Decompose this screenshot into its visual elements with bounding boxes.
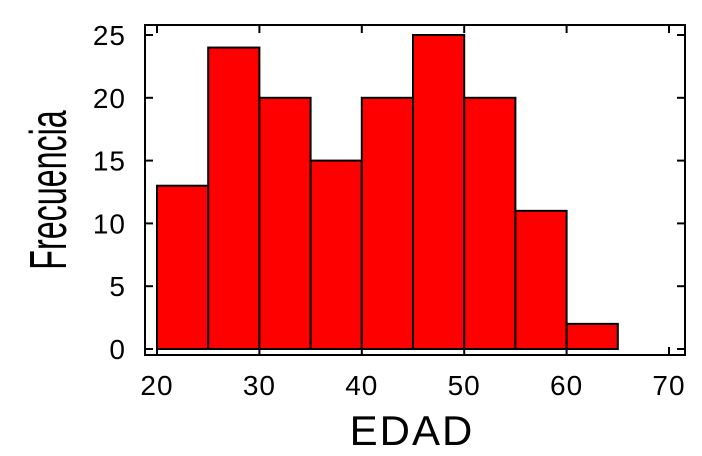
y-axis-title: Frecuencia	[20, 110, 78, 270]
x-tick-label: 50	[448, 370, 481, 401]
x-tick-label: 40	[345, 370, 378, 401]
histogram-bar	[258, 96, 312, 350]
plot-frame	[144, 24, 686, 356]
histogram-bar	[412, 34, 466, 350]
x-tick-label: 20	[140, 370, 173, 401]
y-tick-label: 10	[93, 208, 126, 239]
y-tick-label: 15	[93, 146, 126, 177]
bars-group	[156, 34, 619, 351]
histogram-bar	[360, 96, 414, 350]
y-tick-label: 25	[93, 20, 126, 51]
histogram-bar	[207, 46, 261, 351]
ticks-group	[145, 25, 685, 355]
x-tick-label: 70	[652, 370, 685, 401]
histogram-bar	[309, 159, 363, 350]
histogram-bar	[565, 322, 619, 351]
y-tick-label: 20	[93, 83, 126, 114]
histogram-bar	[463, 96, 517, 350]
x-tick-label: 30	[243, 370, 276, 401]
histogram-bar	[156, 184, 210, 350]
x-tick-label: 60	[550, 370, 583, 401]
y-tick-label: 0	[109, 334, 126, 365]
x-axis-title: EDAD	[350, 407, 475, 454]
tick-labels-group: 20 30 40 50 60 70 0 5 10 15 20 25	[93, 20, 685, 401]
histogram-bar	[514, 209, 568, 350]
y-tick-label: 5	[109, 271, 126, 302]
